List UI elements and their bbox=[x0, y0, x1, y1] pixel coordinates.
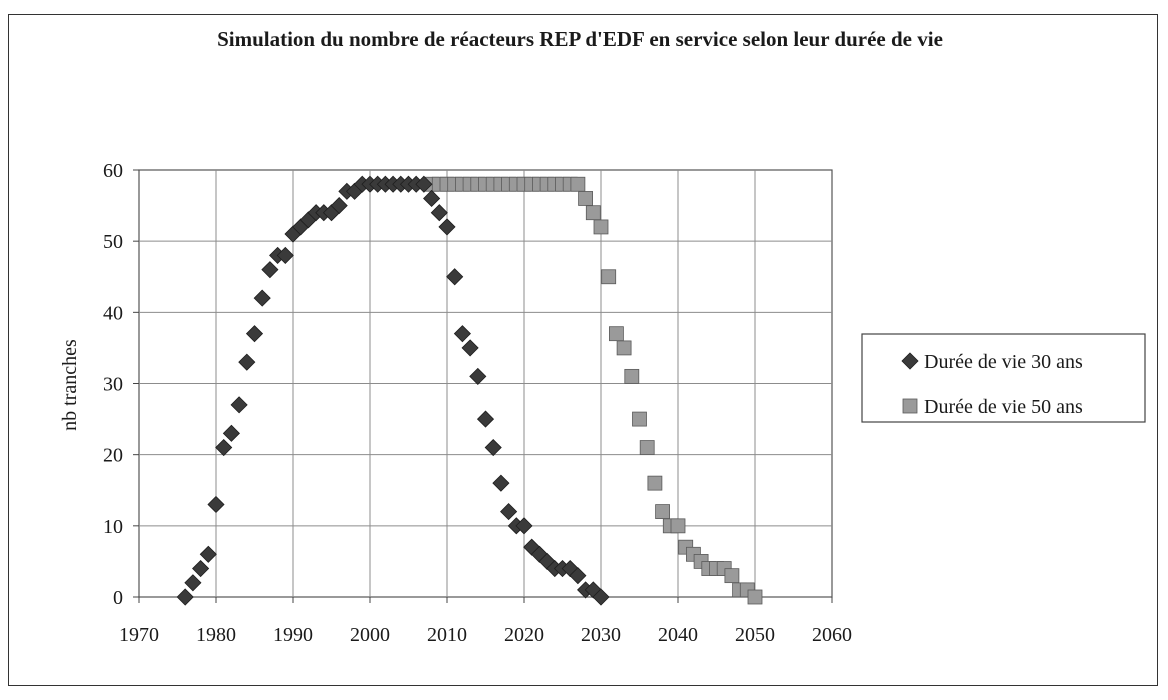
data-point-square bbox=[632, 411, 647, 427]
data-point-diamond bbox=[515, 517, 533, 535]
data-point-diamond bbox=[253, 289, 271, 307]
data-point-diamond bbox=[469, 367, 487, 385]
data-point-square bbox=[609, 326, 624, 342]
data-point-diamond bbox=[215, 438, 233, 457]
data-point-diamond bbox=[569, 567, 587, 585]
data-point-diamond bbox=[423, 189, 441, 208]
y-tick-label: 50 bbox=[103, 231, 123, 253]
data-point-diamond bbox=[199, 545, 217, 563]
data-point-square bbox=[570, 176, 586, 192]
series-diamond bbox=[176, 175, 610, 606]
data-point-diamond bbox=[438, 218, 456, 236]
data-point-diamond bbox=[500, 503, 518, 521]
legend-label: Durée de vie 30 ans bbox=[924, 351, 1083, 373]
x-tick-label: 2020 bbox=[504, 624, 544, 646]
legend-label: Durée de vie 50 ans bbox=[924, 396, 1083, 418]
data-point-diamond bbox=[453, 325, 471, 343]
x-tick-label: 1970 bbox=[119, 624, 159, 646]
legend: Durée de vie 30 ans Durée de vie 50 ans bbox=[861, 333, 1146, 423]
legend-marker-square bbox=[902, 398, 918, 414]
data-point-square bbox=[639, 440, 655, 455]
legend-marker-diamond bbox=[901, 352, 919, 370]
data-point-diamond bbox=[261, 261, 279, 279]
x-tick-label: 2030 bbox=[581, 624, 621, 646]
data-point-diamond bbox=[184, 574, 202, 592]
x-tick-label: 2010 bbox=[427, 624, 467, 646]
data-point-square bbox=[593, 219, 609, 235]
x-tick-label: 1990 bbox=[273, 624, 313, 646]
data-point-diamond bbox=[176, 588, 194, 606]
data-point-diamond bbox=[592, 588, 610, 606]
y-axis-ticks: 0 10 20 30 40 50 60 bbox=[103, 160, 139, 609]
data-point-diamond bbox=[230, 396, 248, 414]
data-point-square bbox=[624, 368, 640, 384]
data-point-square bbox=[601, 269, 617, 285]
y-tick-label: 30 bbox=[103, 374, 123, 396]
data-point-diamond bbox=[245, 325, 264, 343]
x-tick-label: 1980 bbox=[196, 624, 236, 646]
x-tick-label: 2060 bbox=[812, 624, 852, 646]
data-point-square bbox=[747, 589, 763, 605]
data-point-diamond bbox=[276, 246, 294, 264]
data-point-diamond bbox=[238, 353, 256, 371]
series-square bbox=[424, 176, 763, 605]
data-point-diamond bbox=[430, 204, 448, 222]
data-point-diamond bbox=[207, 495, 225, 514]
data-point-square bbox=[655, 504, 670, 520]
data-point-diamond bbox=[415, 175, 433, 193]
y-axis-title: nb tranches bbox=[59, 339, 81, 431]
data-point-diamond bbox=[476, 410, 495, 428]
y-tick-label: 0 bbox=[113, 587, 123, 609]
data-point-diamond bbox=[492, 474, 510, 492]
data-point-diamond bbox=[192, 559, 210, 578]
data-point-diamond bbox=[461, 339, 479, 357]
y-tick-label: 40 bbox=[103, 302, 123, 324]
data-point-square bbox=[616, 340, 632, 356]
data-point-square bbox=[578, 191, 593, 206]
data-point-diamond bbox=[484, 438, 502, 457]
y-tick-label: 10 bbox=[103, 516, 123, 538]
data-points bbox=[176, 175, 763, 606]
x-tick-label: 2050 bbox=[735, 624, 775, 646]
x-tick-label: 2000 bbox=[350, 624, 390, 646]
data-point-square bbox=[724, 568, 740, 584]
y-tick-label: 20 bbox=[103, 445, 123, 467]
y-tick-label: 60 bbox=[103, 160, 123, 182]
x-tick-label: 2040 bbox=[658, 624, 698, 646]
x-axis-ticks: 1970 1980 1990 2000 2010 2020 2030 2040 2050 2060 bbox=[119, 597, 852, 646]
data-point-diamond bbox=[222, 424, 240, 442]
data-point-square bbox=[670, 518, 686, 534]
data-point-diamond bbox=[330, 197, 348, 215]
chart-title: Simulation du nombre de réacteurs REP d'… bbox=[217, 27, 943, 51]
data-point-diamond bbox=[446, 268, 464, 286]
data-point-square bbox=[647, 475, 663, 491]
data-point-square bbox=[585, 205, 601, 221]
